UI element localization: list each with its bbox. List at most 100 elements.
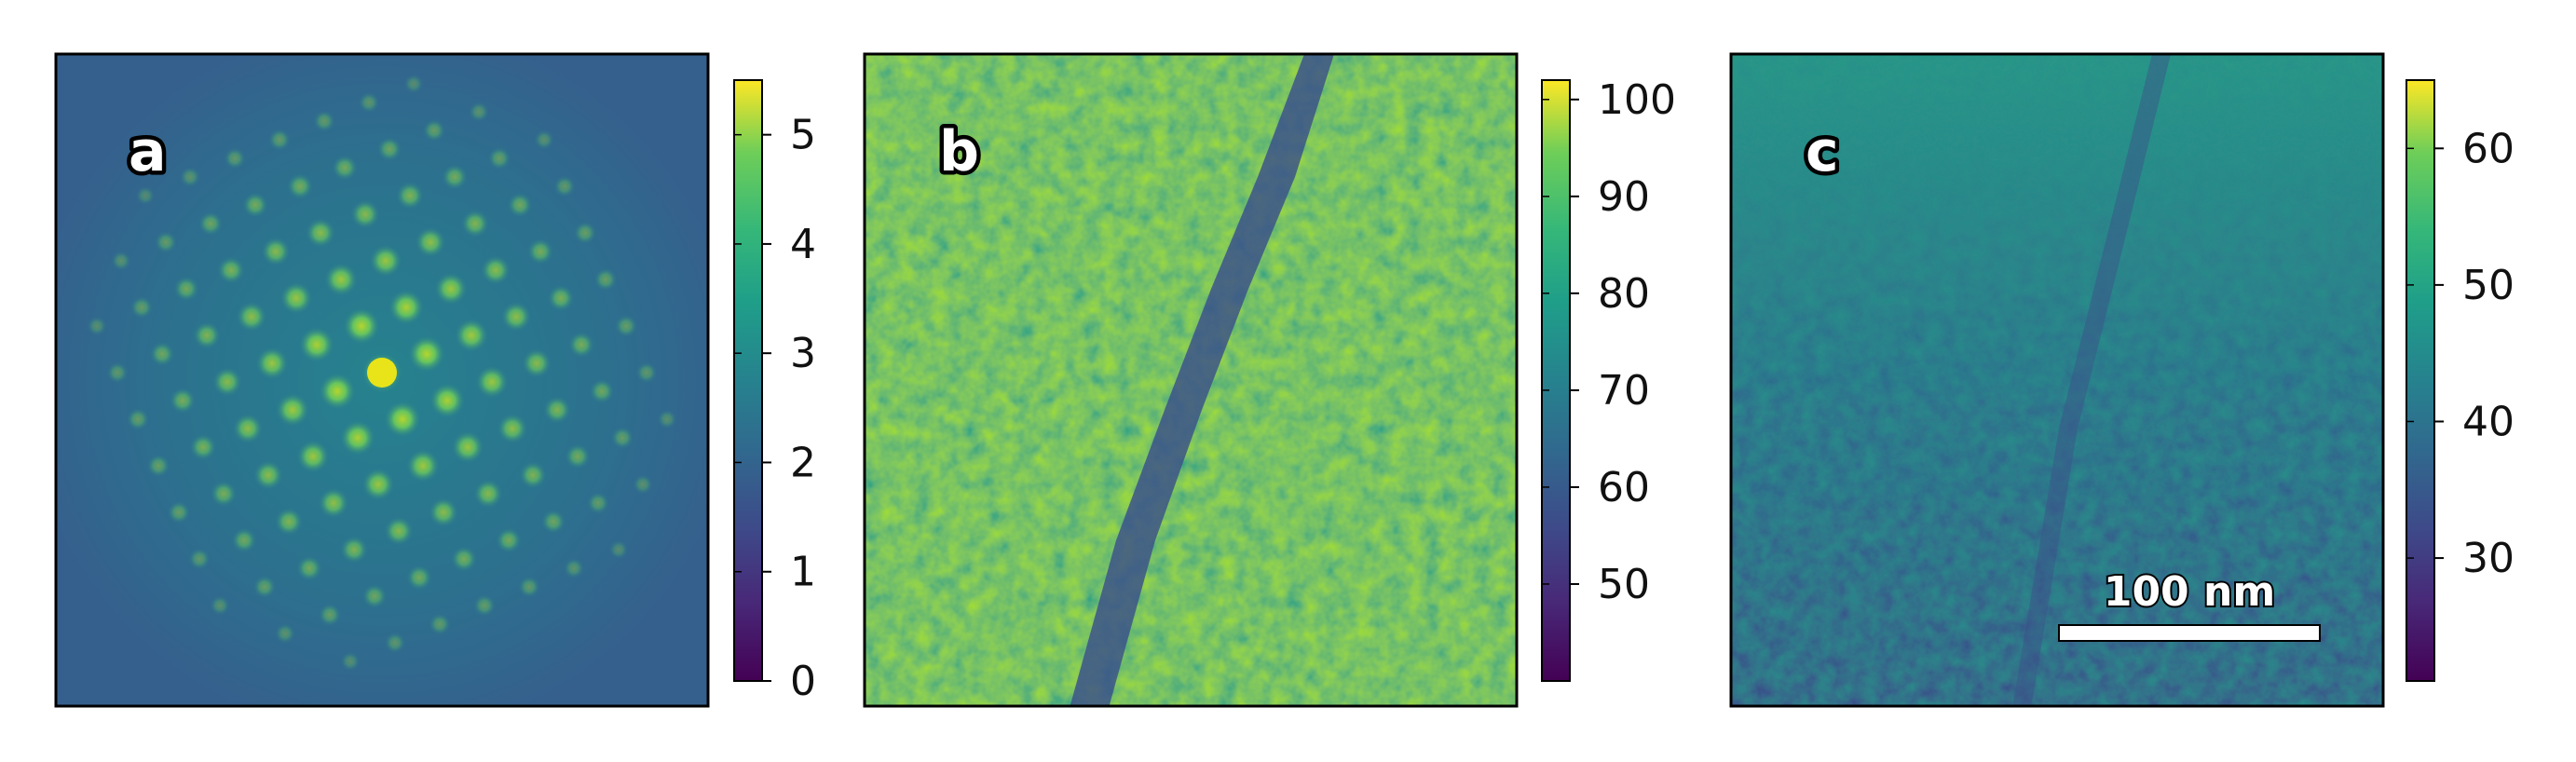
diffraction-spot	[154, 230, 178, 254]
diffraction-spot	[428, 497, 459, 528]
diffraction-spot	[296, 440, 330, 473]
diffraction-spot	[475, 365, 509, 399]
diffraction-spot	[395, 181, 425, 211]
diffraction-spot	[279, 281, 313, 315]
diffraction-spot	[224, 147, 246, 170]
diffraction-spot	[442, 164, 468, 190]
diffraction-spot	[210, 480, 238, 508]
colorbar-a-bar	[733, 79, 763, 682]
diffraction-spot	[111, 251, 131, 271]
diffraction-spot	[635, 361, 658, 384]
diffraction-spot	[507, 192, 533, 218]
diffraction-spot	[473, 479, 503, 509]
panel-b: b 50 60 70 80 90 100	[863, 52, 1676, 708]
colorbar-b-ticks: 50 60 70 80 90 100	[1542, 76, 1676, 608]
diffraction-spot	[540, 509, 566, 535]
panel-c-faint-line	[2012, 54, 2171, 706]
colorbar-c-tick-label: 30	[2462, 535, 2515, 582]
diffraction-spot	[567, 331, 595, 359]
diffraction-spots	[87, 74, 677, 672]
colorbar-a-tick-label: 4	[790, 221, 816, 268]
colorbar-a-tick-label: 5	[790, 112, 816, 159]
panel-c-image	[1731, 54, 2383, 706]
colorbar-b-tick-label: 50	[1598, 561, 1650, 608]
diffraction-spot	[415, 226, 446, 258]
diffraction-spot	[468, 101, 490, 123]
colorbar-b-tick-label: 70	[1598, 367, 1650, 415]
diffraction-spot	[173, 276, 199, 302]
diffraction-spot	[429, 613, 451, 635]
colorbar-a: 0 1 2 3 4 5	[733, 79, 816, 705]
diffraction-spot	[126, 407, 150, 431]
diffraction-spot	[472, 593, 497, 618]
diffraction-spot	[87, 316, 107, 336]
diffraction-spot	[252, 575, 277, 599]
diffraction-spot	[565, 443, 591, 469]
colorbar-a-tick-label: 2	[790, 439, 816, 486]
diffraction-spot	[593, 267, 618, 292]
diffraction-spot	[313, 110, 335, 132]
scale-bar-label: 100 nm	[2104, 568, 2275, 616]
colorbar-a-tick-label: 1	[790, 549, 816, 596]
diffraction-spot	[188, 548, 211, 570]
panel-b-label: b	[939, 119, 979, 184]
diffraction-spot	[318, 603, 342, 627]
colorbar-b-tick-label: 80	[1598, 270, 1650, 318]
diffraction-spot	[376, 136, 402, 162]
colorbar-c: 30 40 50 60	[2406, 79, 2515, 682]
diffraction-spot	[210, 595, 230, 616]
diffraction-spot	[232, 413, 264, 444]
diffraction-spot	[496, 527, 522, 553]
diffraction-spot	[212, 367, 242, 397]
panel-a: a 0 1 2 3 4 5	[54, 52, 816, 708]
diffraction-spot	[518, 576, 540, 598]
diffraction-spot	[657, 409, 677, 429]
diffraction-spot	[487, 146, 511, 170]
diffraction-spot	[342, 306, 381, 346]
diffraction-spot	[388, 289, 425, 326]
panel-c-label: c	[1806, 119, 1839, 184]
diffraction-spot	[633, 474, 653, 495]
diffraction-spot	[318, 372, 357, 411]
diffraction-spot	[318, 487, 349, 519]
panel-c: c 100 nm 30 40 50 60	[1729, 52, 2515, 708]
diffraction-spot	[553, 175, 576, 197]
diffraction-spot	[589, 378, 615, 404]
diffraction-spot	[192, 320, 222, 350]
scale-bar-line	[2058, 624, 2321, 642]
diffraction-spot	[450, 545, 478, 573]
diffraction-spot	[267, 128, 292, 152]
diffraction-spot	[149, 341, 175, 367]
diffraction-spot	[261, 237, 291, 266]
diffraction-spot	[610, 426, 634, 450]
diffraction-spot	[274, 507, 304, 537]
diffraction-spot	[405, 448, 441, 483]
diffraction-spot	[135, 185, 156, 206]
diffraction-spot	[526, 238, 554, 265]
diffraction-spot	[361, 468, 395, 501]
colorbar-b: 50 60 70 80 90 100	[1541, 76, 1676, 682]
panel-a-frame	[54, 52, 710, 708]
colorbar-c-bar	[2406, 79, 2435, 682]
colorbar-b-tick-label: 90	[1598, 173, 1650, 221]
diffraction-spot	[252, 459, 284, 491]
diffraction-spot	[217, 256, 245, 284]
diffraction-spot	[339, 419, 376, 456]
colorbar-c-ticks: 30 40 50 60	[2406, 125, 2515, 582]
diffraction-spot	[167, 500, 191, 524]
diffraction-spot	[422, 118, 446, 143]
diffraction-spot	[305, 217, 336, 249]
diffraction-spot	[146, 454, 170, 478]
diffraction-spot	[573, 221, 597, 245]
diffraction-spot	[339, 535, 369, 565]
diffraction-spot	[296, 555, 322, 581]
diffraction-spot	[563, 557, 585, 579]
diffraction-spot	[350, 199, 380, 229]
diffraction-spot	[542, 395, 572, 425]
diffraction-spot	[614, 314, 638, 338]
panel-c-frame	[1729, 52, 2385, 708]
diffraction-spot	[454, 318, 489, 353]
diffraction-spot	[274, 622, 296, 645]
diffraction-spot	[198, 211, 224, 237]
diffraction-spot	[547, 284, 575, 312]
